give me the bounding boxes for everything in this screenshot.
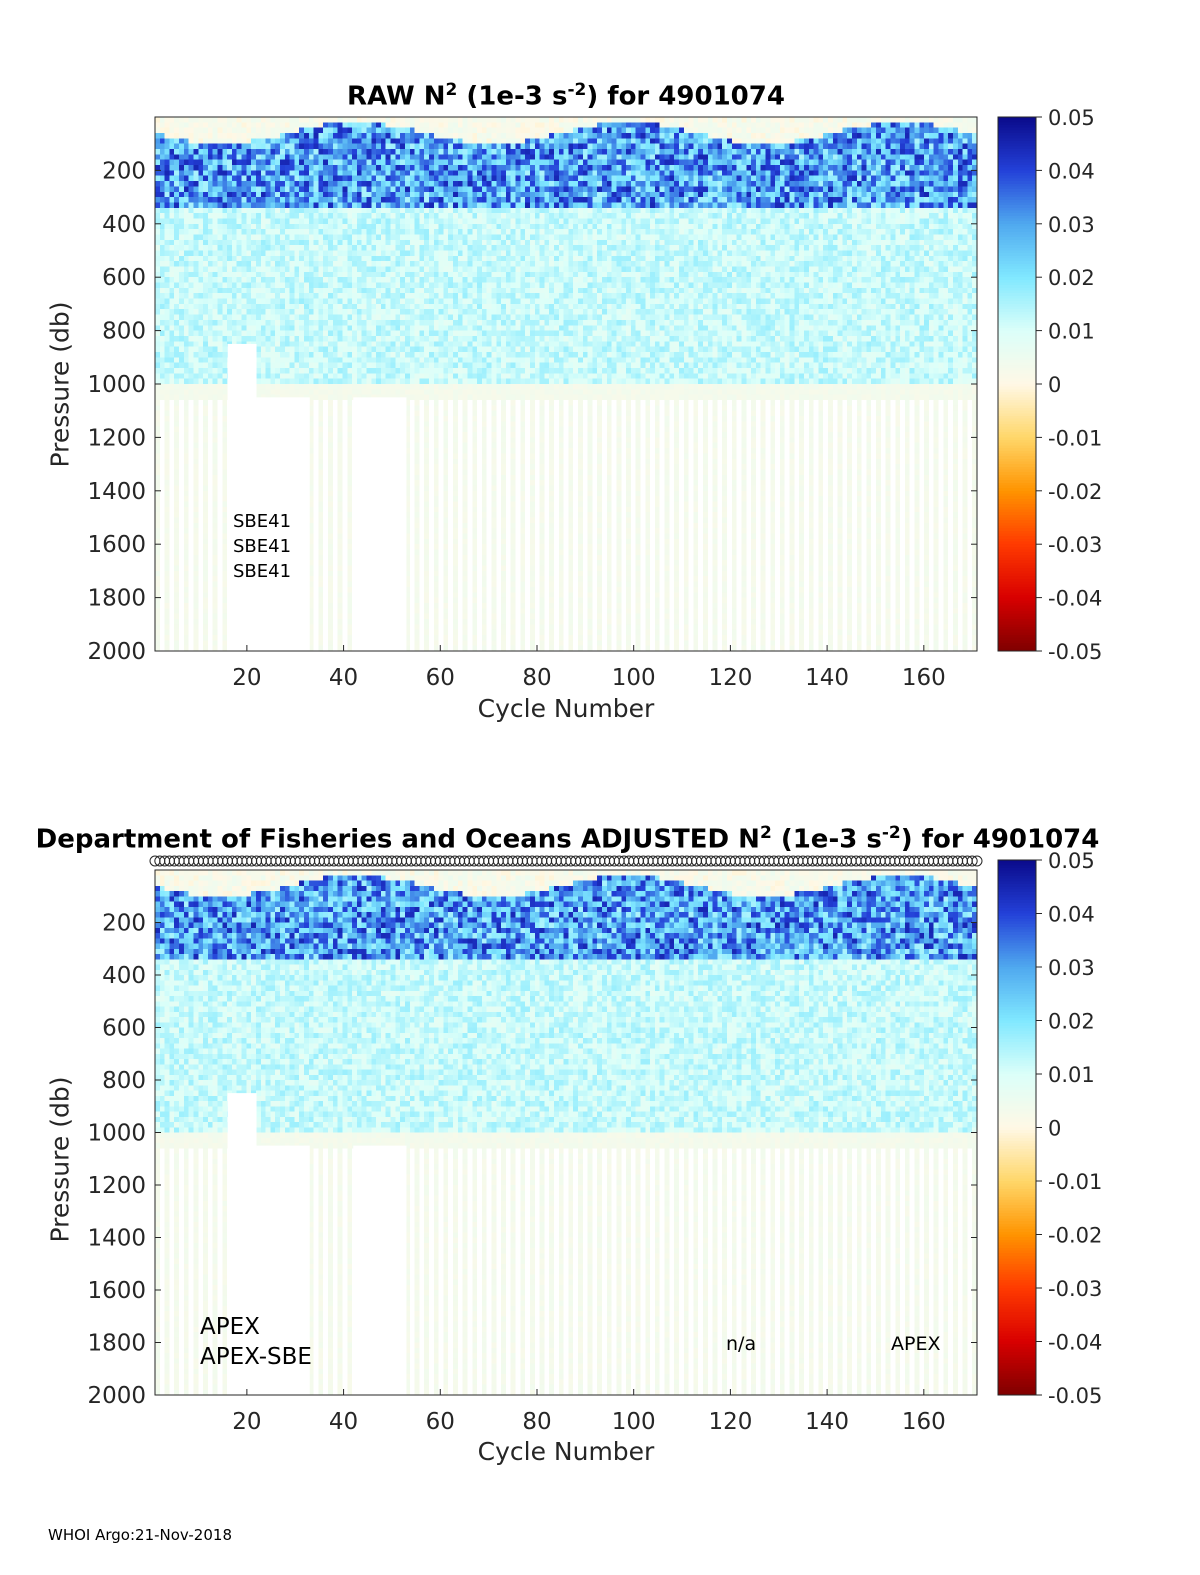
colorbar-tick-label: -0.03 <box>1048 533 1102 557</box>
top-y-ticks: 200 400 600 800 1000 1200 1400 1600 1800 2000 <box>87 158 977 665</box>
top-annotation-2: SBE41 <box>233 536 291 557</box>
y-tick-label: 600 <box>102 1016 146 1042</box>
colorbar-tick-label: 0 <box>1048 373 1061 397</box>
x-tick-label: 140 <box>805 665 849 691</box>
x-tick-label: 60 <box>426 1409 455 1435</box>
colorbar-tick-label: 0.01 <box>1048 320 1095 344</box>
x-tick-label: 80 <box>522 1409 551 1435</box>
missing-data-gap <box>256 1145 310 1395</box>
y-tick-label: 2000 <box>87 1383 146 1409</box>
top-gap-mask <box>227 343 407 651</box>
top-chart-title: RAW N2 (1e-3 s-2) for 4901074 <box>347 80 785 112</box>
top-x-ticks: 20 40 60 80 100 120 140 160 <box>232 645 946 691</box>
bottom-y-axis-label: Pressure (db) <box>45 1076 75 1243</box>
colorbar-tick-label: -0.01 <box>1048 426 1102 450</box>
x-tick-label: 20 <box>232 1409 261 1435</box>
top-colorbar-ticks: 0.05 0.04 0.03 0.02 0.01 0 -0.01 -0.02 -0.03 -0.0… <box>1036 106 1102 664</box>
colorbar-tick-label: -0.01 <box>1048 1170 1102 1194</box>
bottom-colorbar <box>998 860 1036 1395</box>
top-annotation-1: SBE41 <box>233 511 291 532</box>
x-tick-label: 100 <box>612 665 656 691</box>
bottom-x-ticks: 20 40 60 80 100 120 140 160 <box>232 1389 946 1435</box>
x-tick-label: 100 <box>612 1409 656 1435</box>
top-y-axis-label: Pressure (db) <box>45 301 75 468</box>
colorbar-tick-label: 0.05 <box>1048 106 1095 130</box>
x-tick-label: 120 <box>708 665 752 691</box>
y-tick-label: 1200 <box>87 425 146 451</box>
y-tick-label: 2000 <box>87 639 146 665</box>
y-tick-label: 1600 <box>87 1278 146 1304</box>
qc-marker <box>971 855 983 867</box>
colorbar-tick-label: 0.05 <box>1048 849 1095 873</box>
colorbar-tick-label: 0.03 <box>1048 956 1095 980</box>
bottom-colorbar-ticks: 0.05 0.04 0.03 0.02 0.01 0 -0.01 -0.02 -0.03 -0.0… <box>1036 849 1102 1408</box>
colorbar-tick-label: -0.02 <box>1048 480 1102 504</box>
bottom-annotation-apex-right: APEX <box>891 1333 940 1355</box>
y-tick-label: 200 <box>102 158 146 184</box>
x-tick-label: 40 <box>329 1409 358 1435</box>
missing-data-gap <box>353 397 407 651</box>
colorbar-tick-label: 0.01 <box>1048 1063 1095 1087</box>
y-tick-label: 200 <box>102 911 146 937</box>
qc-marker <box>966 855 978 867</box>
colorbar-tick-label: 0.02 <box>1048 266 1095 290</box>
top-x-axis-label: Cycle Number <box>477 694 655 723</box>
missing-data-gap <box>227 1093 257 1395</box>
y-tick-label: 1000 <box>87 372 146 398</box>
x-tick-label: 60 <box>426 665 455 691</box>
missing-data-gap <box>227 343 257 651</box>
y-tick-label: 1800 <box>87 586 146 612</box>
bottom-annotation-na: n/a <box>726 1333 756 1355</box>
bottom-chart-title: Department of Fisheries and Oceans ADJUS… <box>35 823 1100 855</box>
bottom-annotation-apex: APEX <box>200 1314 260 1340</box>
y-tick-label: 800 <box>102 1068 146 1094</box>
bottom-y-ticks: 200 400 600 800 1000 1200 1400 1600 1800 2000 <box>87 911 977 1409</box>
y-tick-label: 1000 <box>87 1121 146 1147</box>
y-tick-label: 1400 <box>87 479 146 505</box>
bottom-annotation-apex-sbe: APEX-SBE <box>200 1344 312 1370</box>
footer-credit: WHOI Argo:21-Nov-2018 <box>48 1526 232 1544</box>
missing-data-gap <box>353 1145 407 1395</box>
colorbar-tick-label: -0.04 <box>1048 1331 1102 1355</box>
colorbar-tick-label: -0.03 <box>1048 1277 1102 1301</box>
colorbar-tick-label: 0.04 <box>1048 903 1095 927</box>
y-tick-label: 1400 <box>87 1226 146 1252</box>
x-tick-label: 140 <box>805 1409 849 1435</box>
x-tick-label: 160 <box>902 665 946 691</box>
y-tick-label: 1200 <box>87 1173 146 1199</box>
y-tick-label: 400 <box>102 963 146 989</box>
y-tick-label: 800 <box>102 319 146 345</box>
y-tick-label: 400 <box>102 212 146 238</box>
top-colorbar <box>998 117 1036 651</box>
colorbar-tick-label: 0.02 <box>1048 1010 1095 1034</box>
colorbar-tick-label: -0.05 <box>1048 640 1102 664</box>
x-tick-label: 120 <box>708 1409 752 1435</box>
colorbar-tick-label: -0.02 <box>1048 1224 1102 1248</box>
x-tick-label: 40 <box>329 665 358 691</box>
bottom-qc-markers <box>149 855 983 867</box>
colorbar-tick-label: 0.03 <box>1048 213 1095 237</box>
y-tick-label: 1600 <box>87 532 146 558</box>
colorbar-tick-label: 0 <box>1048 1117 1061 1141</box>
missing-data-gap <box>256 397 310 651</box>
colorbar-tick-label: -0.05 <box>1048 1384 1102 1408</box>
y-tick-label: 600 <box>102 265 146 291</box>
top-annotation-3: SBE41 <box>233 561 291 582</box>
colorbar-tick-label: -0.04 <box>1048 587 1102 611</box>
y-tick-label: 1800 <box>87 1331 146 1357</box>
bottom-x-axis-label: Cycle Number <box>477 1437 655 1466</box>
x-tick-label: 20 <box>232 665 261 691</box>
bottom-gap-mask <box>227 1093 407 1395</box>
colorbar-tick-label: 0.04 <box>1048 159 1095 183</box>
x-tick-label: 160 <box>902 1409 946 1435</box>
x-tick-label: 80 <box>522 665 551 691</box>
